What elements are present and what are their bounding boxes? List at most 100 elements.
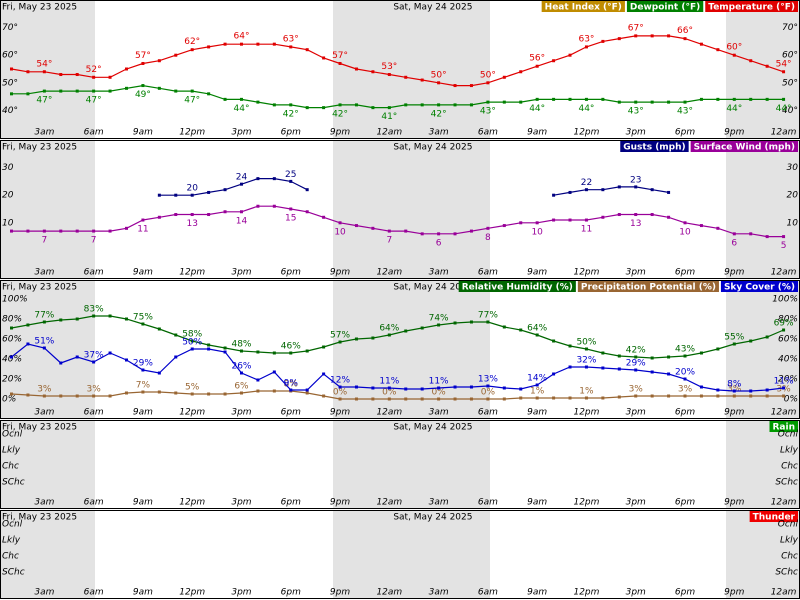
x-tick-label: 6am: [84, 128, 104, 138]
x-tick-label: 3am: [34, 498, 54, 508]
data-label: 54°: [36, 59, 52, 69]
data-point: [354, 397, 358, 401]
data-point: [354, 385, 358, 389]
data-point: [453, 321, 457, 325]
y-tick-label: 80%: [2, 315, 22, 325]
x-tick-label: 3pm: [231, 128, 251, 138]
y-tick-label: 50°: [782, 78, 798, 88]
data-point: [190, 339, 194, 343]
data-point: [782, 97, 786, 101]
data-point: [568, 344, 572, 348]
x-tick-label: 6pm: [281, 128, 301, 138]
data-point: [190, 193, 194, 197]
data-point: [239, 371, 243, 375]
data-point: [683, 394, 687, 398]
data-point: [765, 64, 769, 68]
data-point: [683, 37, 687, 41]
x-tick-label: 6pm: [675, 268, 695, 278]
data-point: [469, 84, 473, 88]
data-point: [354, 103, 358, 107]
data-point: [75, 394, 79, 398]
x-tick-label: 6am: [478, 588, 498, 598]
data-point: [371, 397, 375, 401]
y-category-label: Lkly: [2, 446, 21, 456]
data-label: 57°: [135, 51, 151, 61]
data-point: [289, 388, 293, 392]
data-point: [322, 394, 326, 398]
data-point: [404, 387, 408, 391]
data-point: [305, 388, 309, 392]
data-point: [207, 343, 211, 347]
date-label: Sat, May 24 2025: [393, 513, 472, 523]
data-point: [634, 394, 638, 398]
data-label: 77%: [34, 311, 54, 321]
data-point: [108, 229, 112, 233]
data-point: [437, 397, 441, 401]
night-shade: [726, 281, 800, 418]
data-point: [667, 394, 671, 398]
data-label: 32%: [576, 356, 596, 366]
data-point: [272, 370, 276, 374]
data-point: [174, 53, 178, 57]
date-label: Sat, May 24 2025: [393, 283, 472, 293]
data-point: [535, 396, 539, 400]
data-point: [157, 59, 161, 63]
data-label: 11%: [429, 377, 449, 387]
x-tick-label: 12pm: [573, 268, 599, 278]
legend-box: [720, 281, 798, 292]
date-label: Fri, May 23 2025: [2, 143, 77, 153]
data-point: [437, 386, 441, 390]
series-line: [11, 343, 784, 392]
data-point: [650, 188, 654, 192]
night-shade: [726, 421, 800, 508]
series-line: [159, 178, 669, 196]
data-point: [124, 86, 128, 90]
data-point: [502, 397, 506, 401]
data-label: 13%: [478, 375, 498, 385]
x-tick-label: 6am: [478, 268, 498, 278]
x-tick-label: 6pm: [675, 588, 695, 598]
data-point: [749, 232, 753, 236]
data-point: [437, 232, 441, 236]
data-point: [486, 226, 490, 230]
x-tick-label: 9am: [527, 588, 547, 598]
data-point: [26, 393, 30, 397]
data-label: 22: [581, 178, 592, 188]
data-point: [420, 397, 424, 401]
data-label: 20%: [675, 368, 695, 378]
x-tick-label: 12pm: [179, 408, 205, 418]
data-label: 54°: [776, 59, 792, 69]
data-label: 3%: [678, 385, 693, 395]
x-tick-label: 6am: [84, 588, 104, 598]
data-label: 57°: [332, 51, 348, 61]
data-point: [59, 89, 63, 93]
series-line: [11, 315, 784, 359]
data-point: [26, 92, 30, 96]
data-point: [716, 347, 720, 351]
y-category-label: Lkly: [2, 536, 21, 546]
data-point: [223, 210, 227, 214]
x-tick-label: 9am: [527, 408, 547, 418]
data-point: [732, 394, 736, 398]
data-point: [683, 377, 687, 381]
data-point: [289, 45, 293, 49]
x-tick-label: 12pm: [573, 128, 599, 138]
y-category-label: Ocnl: [778, 430, 799, 440]
data-point: [239, 42, 243, 46]
x-tick-label: 9pm: [724, 588, 744, 598]
data-label: 1%: [530, 387, 545, 397]
data-point: [157, 86, 161, 90]
data-point: [650, 213, 654, 217]
y-tick-label: 20: [2, 191, 14, 201]
x-tick-label: 9am: [133, 498, 153, 508]
x-tick-label: 9pm: [724, 268, 744, 278]
data-point: [420, 103, 424, 107]
data-point: [699, 224, 703, 228]
x-tick-label: 12pm: [573, 498, 599, 508]
data-label: 77%: [478, 311, 498, 321]
data-point: [256, 350, 260, 354]
data-point: [601, 351, 605, 355]
data-point: [207, 190, 211, 194]
data-point: [749, 97, 753, 101]
night-shade: [726, 141, 800, 278]
